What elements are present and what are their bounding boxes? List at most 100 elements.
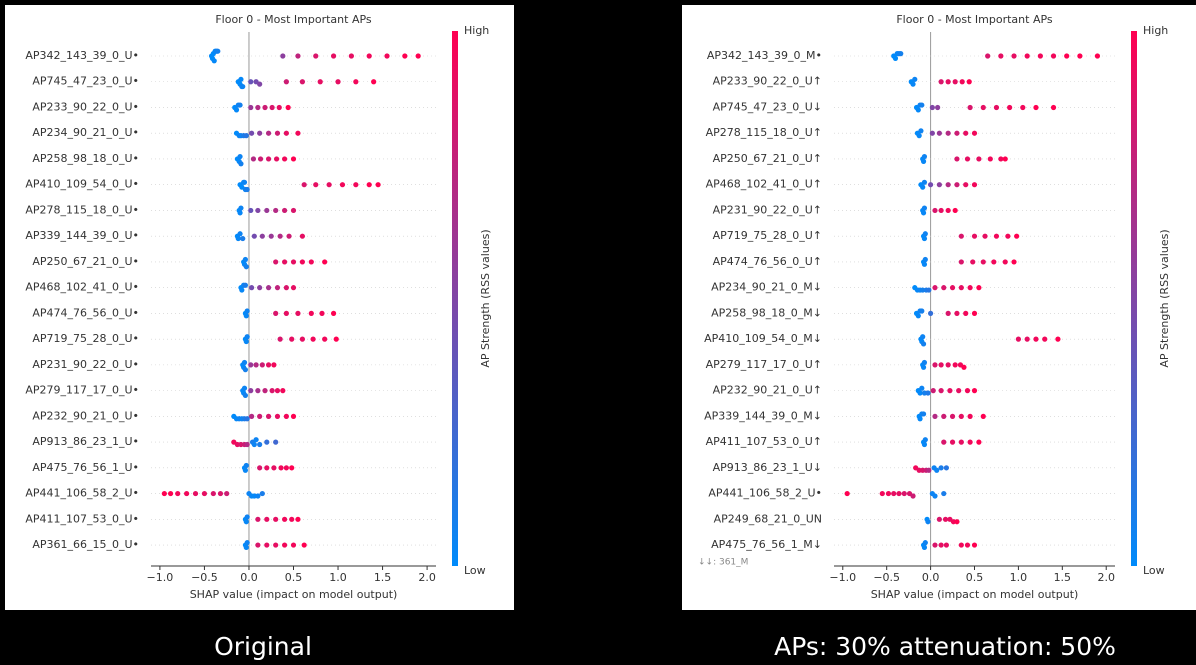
- shap-point: [938, 388, 944, 394]
- feature-label: AP233_90_22_0_U•: [32, 100, 139, 113]
- shap-point: [319, 310, 325, 316]
- shap-point: [1005, 233, 1011, 239]
- shap-point: [265, 413, 272, 419]
- shap-point: [301, 542, 307, 548]
- shap-point: [243, 338, 249, 345]
- shap-point: [945, 182, 951, 188]
- shap-point: [271, 465, 277, 471]
- shap-point: [299, 79, 306, 85]
- feature-label: AP361_66_15_0_U•: [32, 538, 139, 551]
- shap-point: [366, 53, 372, 59]
- shap-point: [290, 285, 297, 291]
- feature-label: AP342_143_39_0_U•: [25, 49, 139, 62]
- shap-point: [375, 182, 381, 188]
- shap-point: [917, 390, 923, 396]
- shap-point: [980, 104, 986, 111]
- shap-point: [932, 413, 938, 419]
- shap-point: [1033, 336, 1039, 342]
- shap-point: [980, 259, 986, 265]
- shap-point: [384, 53, 390, 59]
- shap-point: [224, 490, 230, 497]
- shap-point: [249, 285, 255, 291]
- shap-point: [237, 102, 243, 108]
- shap-point: [241, 385, 248, 391]
- x-tick-label: 1.0: [1010, 571, 1028, 584]
- shap-point: [921, 179, 928, 185]
- shap-point: [967, 413, 973, 419]
- shap-point: [970, 259, 976, 265]
- shap-point: [910, 493, 916, 499]
- shap-point: [912, 76, 918, 82]
- shap-point: [922, 437, 928, 443]
- shap-point: [248, 207, 254, 214]
- shap-point: [273, 542, 279, 548]
- feature-label: AP474_76_56_0_U↑: [713, 255, 822, 268]
- shap-point: [295, 130, 301, 136]
- x-tick-label: 2.0: [1097, 571, 1115, 584]
- shap-point: [244, 416, 250, 422]
- shap-point: [283, 465, 289, 471]
- shap-point: [1015, 336, 1022, 342]
- shap-point: [952, 79, 958, 85]
- shap-point: [281, 542, 288, 548]
- shap-point: [290, 413, 297, 419]
- shap-point: [919, 385, 925, 391]
- shap-point: [215, 48, 221, 54]
- shap-point: [283, 413, 289, 419]
- x-tick-label: 0.5: [966, 571, 984, 584]
- shap-point: [273, 156, 280, 162]
- feature-label: AP231_90_22_0_U↑: [713, 203, 822, 216]
- shap-point: [1024, 53, 1030, 59]
- shap-point: [233, 107, 240, 113]
- shap-point: [925, 519, 931, 525]
- shap-point: [235, 235, 241, 242]
- shap-point: [259, 490, 265, 497]
- x-tick-label: −0.5: [873, 571, 900, 584]
- x-axis-label: SHAP value (impact on model output): [190, 588, 398, 601]
- feature-label: AP342_143_39_0_M•: [707, 49, 822, 62]
- shap-point: [210, 490, 216, 497]
- shap-point: [943, 465, 949, 471]
- feature-label: AP258_98_18_0_M↓: [711, 306, 822, 319]
- shap-point: [926, 287, 932, 293]
- shap-point: [1002, 156, 1008, 162]
- shap-point: [277, 233, 283, 239]
- shap-point: [244, 334, 250, 340]
- feature-label: AP719_75_28_0_U•: [32, 332, 139, 345]
- shap-point: [956, 388, 962, 394]
- shap-point: [248, 104, 254, 111]
- shap-point: [262, 388, 268, 394]
- shap-point: [891, 490, 897, 497]
- feature-label: AP474_76_56_0_U•: [32, 306, 139, 319]
- shap-point: [283, 285, 289, 291]
- shap-point: [938, 465, 944, 471]
- shap-point: [958, 233, 964, 239]
- feature-label: AP745_47_23_0_U•: [32, 75, 139, 88]
- colorbar-low: Low: [464, 564, 486, 577]
- shap-point: [925, 390, 931, 396]
- shap-point: [998, 53, 1004, 59]
- shap-point: [976, 285, 982, 291]
- shap-point: [945, 362, 951, 368]
- shap-point: [238, 161, 244, 167]
- shap-point: [1011, 53, 1017, 59]
- shap-point: [976, 439, 982, 445]
- shap-point: [943, 542, 949, 548]
- shap-point: [941, 285, 947, 291]
- shap-point: [244, 308, 250, 314]
- feature-label: AP410_109_54_0_M↓: [704, 332, 822, 345]
- shap-point: [971, 542, 978, 548]
- shap-point: [921, 441, 928, 448]
- shap-point: [958, 542, 964, 548]
- shap-point: [192, 490, 199, 497]
- shap-point: [281, 156, 288, 162]
- shap-point: [935, 104, 941, 111]
- shap-point: [1007, 104, 1013, 111]
- shap-point: [971, 182, 978, 188]
- shap-point: [941, 439, 947, 445]
- shap-point: [290, 207, 297, 214]
- shap-point: [273, 310, 279, 316]
- shap-point: [242, 282, 249, 288]
- shap-point: [901, 490, 907, 497]
